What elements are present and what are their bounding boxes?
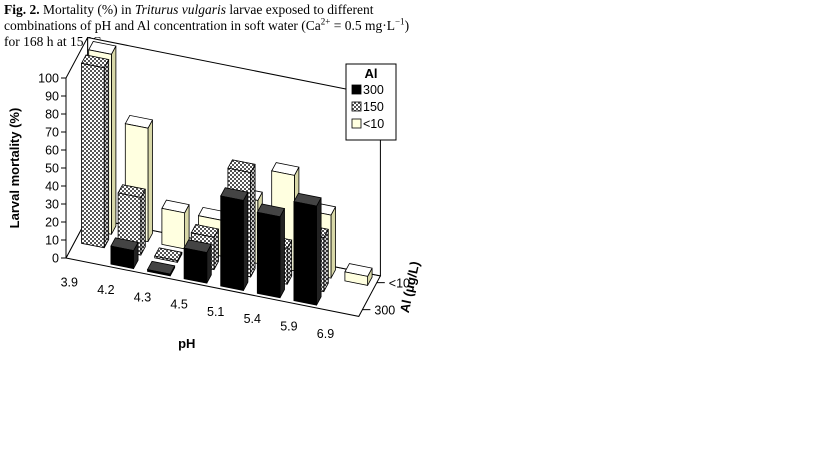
bar-checker-3.9 bbox=[80, 54, 110, 249]
legend-swatch bbox=[351, 118, 362, 129]
y-tick-label: 60 bbox=[45, 144, 59, 158]
bar-front bbox=[293, 201, 318, 306]
x-tick-label: 4.5 bbox=[170, 298, 187, 312]
caption-text-3: = 0.5 mg·L bbox=[330, 18, 395, 33]
bar-side bbox=[316, 197, 322, 306]
bar-side bbox=[147, 119, 153, 242]
y-tick-label: 80 bbox=[45, 108, 59, 122]
legend-swatch bbox=[351, 101, 362, 112]
x-tick-label: 6.9 bbox=[317, 327, 334, 341]
bar-front bbox=[147, 269, 171, 277]
bar-side bbox=[242, 192, 249, 291]
bar-side bbox=[323, 229, 329, 292]
bar-side bbox=[250, 164, 256, 278]
caption-sup-1: 2+ bbox=[320, 16, 331, 27]
bar-cream-6.9 bbox=[344, 263, 373, 286]
figure-caption: Fig. 2. Mortality (%) in Triturus vulgar… bbox=[4, 2, 424, 50]
bar-front bbox=[344, 271, 369, 286]
depth-tick-label: 300 bbox=[374, 304, 395, 318]
bar-front bbox=[161, 207, 186, 250]
bar-side bbox=[330, 206, 336, 279]
bar-front bbox=[81, 62, 105, 249]
y-tick-label: 10 bbox=[45, 234, 59, 248]
x-tick-label: 4.2 bbox=[97, 283, 114, 297]
y-tick-label: 20 bbox=[45, 216, 59, 230]
y-tick-label: 100 bbox=[38, 72, 59, 86]
x-tick-label: 3.9 bbox=[61, 276, 78, 290]
x-tick-label: 5.4 bbox=[244, 312, 261, 326]
chart-bars bbox=[80, 41, 373, 306]
bar-black-4.3 bbox=[146, 260, 176, 277]
depth-tick-label: <10 bbox=[389, 277, 410, 291]
caption-text-2: larvae exposed to different combinations… bbox=[4, 2, 374, 33]
bar-cream-4.3 bbox=[161, 199, 190, 250]
y-tick-label: 50 bbox=[45, 162, 59, 176]
chart-legend: Al 300 150 <10 bbox=[345, 63, 397, 141]
bar-side bbox=[103, 59, 110, 248]
legend-entry: <10 bbox=[363, 117, 384, 131]
legend-entry: 150 bbox=[363, 100, 384, 114]
bar-checker-4.3 bbox=[154, 247, 183, 263]
y-tick-label: 90 bbox=[45, 90, 59, 104]
bar-front bbox=[183, 247, 208, 284]
bar-black-5.1 bbox=[220, 187, 249, 291]
bar-side bbox=[111, 45, 117, 235]
bar-front bbox=[154, 255, 178, 263]
bar-black-4.5 bbox=[183, 239, 212, 284]
y-axis-label: Larval mortality (%) bbox=[7, 108, 22, 229]
caption-text-4: ) for 168 h at 15 °C. bbox=[4, 18, 410, 49]
x-axis-label: pH bbox=[178, 336, 195, 351]
y-tick-label: 40 bbox=[45, 180, 59, 194]
bar-front bbox=[110, 245, 135, 270]
caption-sup-2: −1 bbox=[394, 16, 405, 27]
x-tick-label: 5.1 bbox=[207, 305, 224, 319]
legend-entry: 300 bbox=[363, 83, 384, 97]
caption-text-1: Mortality (%) in bbox=[39, 2, 135, 17]
legend-swatch bbox=[351, 84, 362, 95]
figure-label: Fig. 2. bbox=[4, 2, 40, 17]
y-tick-label: 70 bbox=[45, 126, 59, 140]
y-tick-label: 0 bbox=[52, 252, 59, 266]
bar-side bbox=[140, 189, 146, 256]
legend-title: Al bbox=[365, 66, 378, 81]
chart-labels: 0 10 20 30 40 50 60 70 80 90 100 Larval mortality (… bbox=[7, 72, 422, 352]
species-name: Triturus vulgaris bbox=[134, 2, 227, 17]
bar-black-5.9 bbox=[293, 192, 322, 306]
x-tick-label: 5.9 bbox=[280, 319, 297, 333]
x-tick-label: 4.3 bbox=[134, 290, 151, 304]
bar-front bbox=[220, 195, 244, 291]
bar-side bbox=[279, 208, 285, 298]
bar-front bbox=[256, 211, 281, 299]
bar-black-5.4 bbox=[256, 203, 286, 299]
y-tick-label: 30 bbox=[45, 198, 59, 212]
bar-black-4.2 bbox=[110, 237, 139, 270]
